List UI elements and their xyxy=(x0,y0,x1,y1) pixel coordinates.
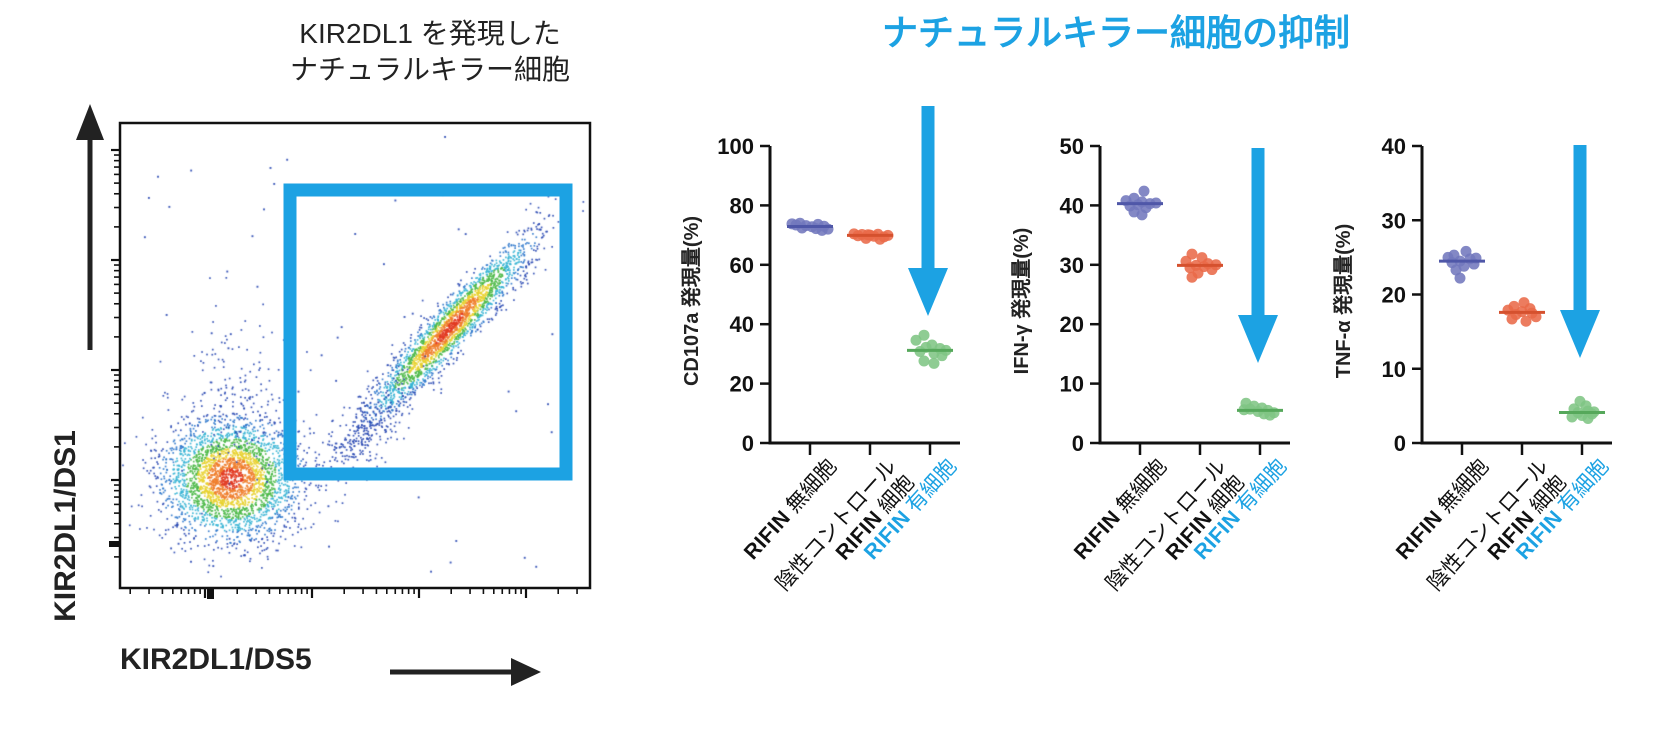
data-point xyxy=(1566,411,1578,423)
dot-group-1 xyxy=(1439,245,1485,284)
dot-plot-svg: 0 20 40 60 80 100 xyxy=(717,106,960,456)
dot-group-3 xyxy=(907,329,953,369)
flow-density-scatter xyxy=(120,123,590,588)
data-point xyxy=(1520,315,1532,327)
data-point xyxy=(1264,409,1276,421)
y-tick-label: 100 xyxy=(717,134,754,159)
dot-group-1 xyxy=(786,217,834,236)
flow-plot-title-line1: KIR2DL1 を発現した xyxy=(299,18,561,49)
dot-group-2 xyxy=(1499,297,1545,327)
dot-plot-y-axis-label: TNF-α 発現量(%) xyxy=(1333,223,1355,379)
data-point xyxy=(928,357,940,369)
suppression-down-arrow-icon xyxy=(1238,148,1278,363)
flow-gate-layer xyxy=(283,183,573,481)
data-point xyxy=(918,329,930,341)
dot-plot-y-axis-label: CD107a 発現量(%) xyxy=(681,215,703,387)
y-tick-label: 40 xyxy=(1060,193,1084,218)
dot-group-3 xyxy=(1237,397,1283,421)
gate-rectangle xyxy=(283,183,573,481)
y-tick-label: 20 xyxy=(730,372,754,397)
dot-plot-svg: 0 10 20 30 40 xyxy=(1382,134,1612,456)
y-tick-label: 0 xyxy=(1394,431,1406,456)
y-tick-label: 10 xyxy=(1060,372,1084,397)
dot-plot-y-axis-label: IFN-γ 発現量(%) xyxy=(1011,227,1033,375)
dot-plot-cd107a: 0 20 40 60 80 100 CD107a 発現量(%) RIFIN 無細胞 陰性コントロ… xyxy=(620,106,965,748)
y-tick-label: 20 xyxy=(1060,312,1084,337)
y-tick-label: 80 xyxy=(730,193,754,218)
flow-plot-title: KIR2DL1 を発現した ナチュラルキラー細胞 xyxy=(230,16,630,88)
y-tick-label: 40 xyxy=(730,312,754,337)
data-point xyxy=(1454,272,1466,284)
y-tick-label: 0 xyxy=(1072,431,1084,456)
dot-group-3 xyxy=(1559,395,1605,424)
data-point xyxy=(1138,185,1150,197)
suppression-title: ナチュラルキラー細胞の抑制 xyxy=(881,12,1350,53)
dot-group-2 xyxy=(1177,248,1223,283)
data-point xyxy=(1186,271,1198,283)
y-tick-label: 40 xyxy=(1382,134,1406,159)
flow-y-axis-label: KIR2DL1/DS1 xyxy=(49,430,82,622)
dot-group-2 xyxy=(847,228,894,245)
y-tick-label: 0 xyxy=(742,431,754,456)
x-axis-zero-marker xyxy=(207,588,214,599)
y-tick-label: 50 xyxy=(1060,134,1084,159)
y-axis-up-arrow-icon xyxy=(76,104,104,350)
x-axis-right-arrow-icon xyxy=(390,658,541,686)
dot-plot-ifng: 0 10 20 30 40 50 IFN-γ 発現量(%) RIFIN 無細胞 陰性コントロール… xyxy=(950,108,1295,748)
data-point xyxy=(1136,209,1148,221)
y-tick-label: 30 xyxy=(1060,253,1084,278)
y-tick-label: 10 xyxy=(1382,357,1406,382)
y-tick-label: 60 xyxy=(730,253,754,278)
data-point xyxy=(936,350,948,362)
suppression-down-arrow-icon xyxy=(908,106,948,316)
y-tick-label: 20 xyxy=(1382,283,1406,308)
data-point xyxy=(1506,313,1518,325)
data-point xyxy=(1450,264,1462,276)
data-point xyxy=(1530,311,1542,323)
y-tick-label: 30 xyxy=(1382,208,1406,233)
dot-plot-svg: 0 10 20 30 40 50 xyxy=(1060,134,1290,456)
y-axis-zero-marker xyxy=(109,541,120,547)
flow-plot-title-line2: ナチュラルキラー細胞 xyxy=(289,54,570,85)
data-point xyxy=(918,355,930,367)
dot-plot-tnfa: 0 10 20 30 40 TNF-α 発現量(%) RIFIN 無細胞 陰性コントロール RI… xyxy=(1272,108,1617,748)
data-point xyxy=(910,334,922,346)
dot-group-1 xyxy=(1117,185,1163,221)
flow-x-axis-label: KIR2DL1/DS5 xyxy=(120,643,312,676)
suppression-down-arrow-icon xyxy=(1560,145,1600,358)
